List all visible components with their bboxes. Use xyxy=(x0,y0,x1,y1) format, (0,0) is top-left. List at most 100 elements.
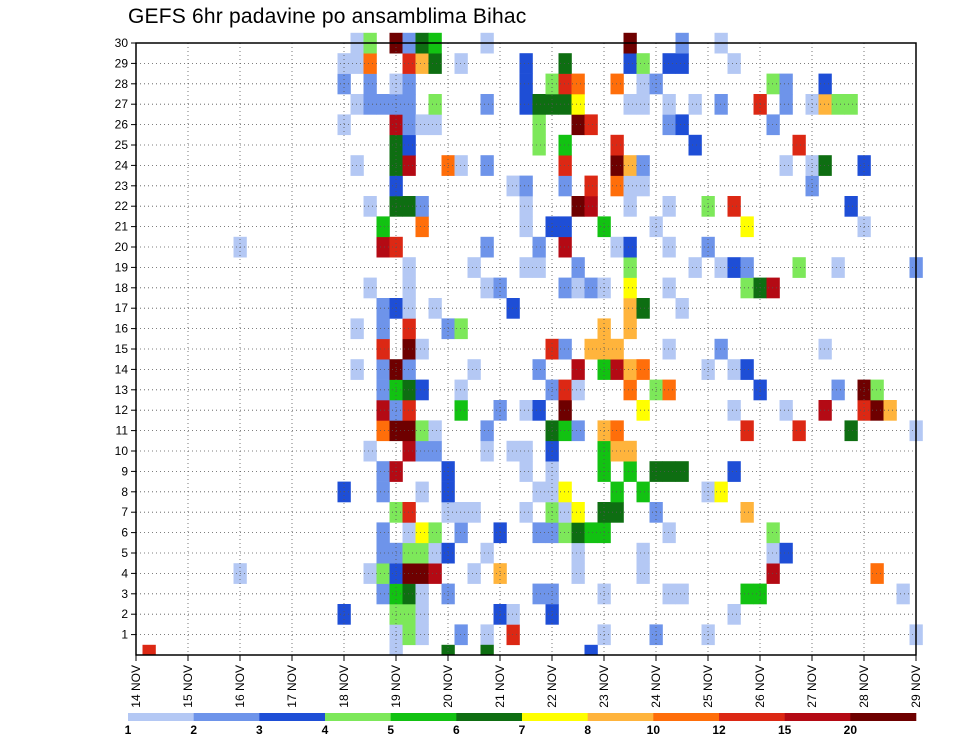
y-tick-label: 13 xyxy=(115,383,129,397)
heat-cell xyxy=(662,196,676,217)
heat-cell xyxy=(636,481,650,503)
heat-cell xyxy=(584,338,598,360)
heat-cell xyxy=(532,481,546,503)
heat-cell xyxy=(558,522,572,544)
heat-cell xyxy=(792,420,806,442)
heat-cell xyxy=(480,440,494,462)
heat-cell xyxy=(779,94,793,115)
heat-cell xyxy=(844,196,858,217)
heat-cell xyxy=(428,114,442,136)
heat-cell xyxy=(675,461,689,482)
y-tick-label: 22 xyxy=(115,199,129,213)
x-tick-label: 25 NOV xyxy=(701,665,715,708)
heatmap-cells xyxy=(142,32,923,655)
y-tick-label: 7 xyxy=(121,505,128,519)
colorbar-swatch xyxy=(193,713,260,721)
heat-cell xyxy=(467,257,481,278)
heat-cell xyxy=(766,73,780,95)
heat-cell xyxy=(831,379,845,401)
heat-cell xyxy=(623,257,637,278)
heat-cell xyxy=(402,563,416,584)
colorbar-swatch xyxy=(456,713,523,721)
heat-cell xyxy=(402,53,416,74)
colorbar-swatch xyxy=(587,713,654,721)
heat-cell xyxy=(428,542,442,564)
heat-cell xyxy=(415,542,429,564)
heat-cell xyxy=(454,502,468,523)
heat-cell xyxy=(571,563,585,584)
heat-cell xyxy=(623,175,637,197)
heat-cell xyxy=(532,583,546,605)
heat-cell xyxy=(623,440,637,462)
heat-cell xyxy=(610,338,624,360)
heat-cell xyxy=(467,502,481,523)
heat-cell xyxy=(454,400,468,421)
colorbar-swatch xyxy=(522,713,588,721)
heat-cell xyxy=(376,400,390,421)
colorbar-swatch xyxy=(719,713,785,721)
heat-cell xyxy=(376,522,390,544)
y-tick-label: 24 xyxy=(115,158,129,172)
heat-cell xyxy=(428,420,442,442)
y-tick-label: 25 xyxy=(115,138,129,152)
y-tick-label: 6 xyxy=(121,526,128,540)
heat-cell xyxy=(376,481,390,503)
heat-cell xyxy=(714,257,728,278)
heat-cell xyxy=(402,583,416,605)
heat-cell xyxy=(441,644,455,655)
heat-cell xyxy=(610,134,624,156)
heat-cell xyxy=(675,583,689,605)
heat-cell xyxy=(571,196,585,217)
heat-cell xyxy=(506,440,520,462)
heat-cell xyxy=(558,155,572,176)
x-tick-label: 22 NOV xyxy=(545,665,559,708)
heat-cell xyxy=(727,461,741,482)
heat-cell xyxy=(363,440,377,462)
colorbar-label: 3 xyxy=(256,723,263,737)
heat-cell xyxy=(571,114,585,136)
heat-cell xyxy=(714,94,728,115)
x-tick-label: 27 NOV xyxy=(805,665,819,708)
heat-cell xyxy=(519,440,533,462)
heat-cell xyxy=(727,196,741,217)
heat-cell xyxy=(480,542,494,564)
y-tick-label: 4 xyxy=(121,566,128,580)
heat-cell xyxy=(376,236,390,258)
heat-cell xyxy=(350,359,364,380)
heat-cell xyxy=(376,216,390,238)
heat-cell xyxy=(558,94,572,115)
heat-cell xyxy=(766,114,780,136)
heat-cell xyxy=(584,277,598,299)
heat-cell xyxy=(558,175,572,197)
heat-cell xyxy=(558,502,572,523)
heat-cell xyxy=(402,298,416,319)
y-tick-label: 26 xyxy=(115,118,129,132)
colorbar-swatch xyxy=(390,713,457,721)
y-tick-label: 30 xyxy=(115,36,129,50)
heat-cell xyxy=(532,114,546,136)
heat-cell xyxy=(792,134,806,156)
heat-cell xyxy=(415,216,429,238)
heat-cell xyxy=(766,522,780,544)
heat-cell xyxy=(376,542,390,564)
heat-cell xyxy=(623,53,637,74)
heat-cell xyxy=(519,216,533,238)
heat-cell xyxy=(350,53,364,74)
heat-cell xyxy=(558,73,572,95)
heat-cell xyxy=(415,379,429,401)
colorbar-label: 5 xyxy=(387,723,394,737)
heat-cell xyxy=(402,155,416,176)
heat-cell xyxy=(415,624,429,646)
heat-cell xyxy=(662,94,676,115)
x-tick-label: 16 NOV xyxy=(233,665,247,708)
heat-cell xyxy=(766,563,780,584)
heat-cell xyxy=(623,379,637,401)
heat-cell xyxy=(571,277,585,299)
heat-cell xyxy=(532,134,546,156)
heat-cell xyxy=(402,277,416,299)
heat-cell xyxy=(558,216,572,238)
y-tick-label: 1 xyxy=(121,628,128,642)
heat-cell xyxy=(402,522,416,544)
colorbar-swatch xyxy=(128,713,194,721)
heat-cell xyxy=(636,53,650,74)
